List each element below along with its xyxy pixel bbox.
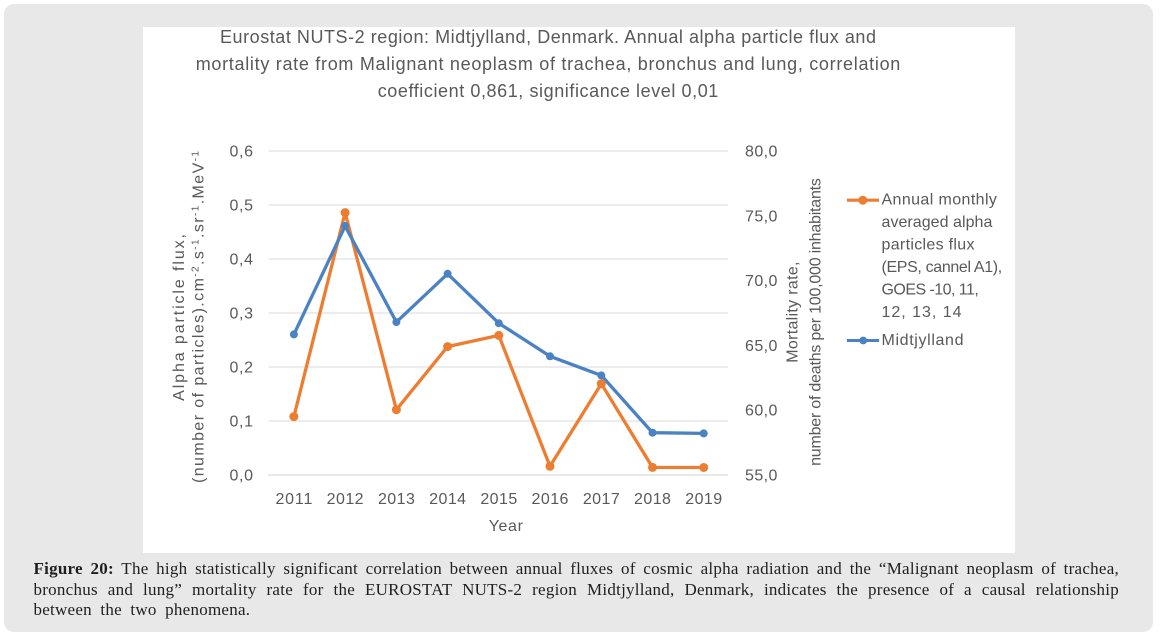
svg-text:12, 13, 14: 12, 13, 14	[882, 304, 962, 321]
svg-text:Annual monthly: Annual monthly	[882, 191, 997, 208]
svg-text:0,0: 0,0	[230, 468, 254, 485]
svg-text:0,5: 0,5	[230, 198, 254, 215]
svg-text:Alpha particle flux,: Alpha particle flux,	[171, 232, 188, 401]
svg-text:0,4: 0,4	[230, 252, 254, 269]
svg-text:2015: 2015	[480, 491, 517, 508]
svg-text:2019: 2019	[685, 491, 722, 508]
svg-text:(number of particles).cm-2.s-1: (number of particles).cm-2.s-1.sr-1.MeV-…	[191, 151, 208, 483]
svg-text:80,0: 80,0	[745, 144, 777, 161]
svg-text:particles flux: particles flux	[882, 236, 975, 253]
svg-text:65,0: 65,0	[745, 338, 777, 355]
svg-text:coefficient 0,861, significanc: coefficient 0,861, significance level 0,…	[378, 81, 719, 101]
svg-text:2014: 2014	[429, 491, 466, 508]
svg-text:2012: 2012	[327, 491, 364, 508]
svg-text:70,0: 70,0	[745, 273, 777, 290]
svg-text:2011: 2011	[275, 491, 312, 508]
svg-text:Mortality rate,: Mortality rate,	[785, 261, 802, 363]
svg-text:Midtjylland: Midtjylland	[882, 332, 964, 349]
svg-text:mortality rate from Malignant: mortality rate from Malignant neoplasm o…	[196, 54, 901, 74]
svg-text:0,3: 0,3	[230, 306, 254, 323]
svg-text:0,1: 0,1	[230, 414, 254, 431]
svg-text:60,0: 60,0	[745, 403, 777, 420]
svg-text:2018: 2018	[634, 491, 671, 508]
svg-text:number of deaths per 100,000 i: number of deaths per 100,000 inhabitants	[808, 178, 825, 466]
svg-text:Eurostat NUTS-2 region: Midtjy: Eurostat NUTS-2 region: Midtjylland, Den…	[220, 27, 876, 47]
svg-text:75,0: 75,0	[745, 208, 777, 225]
svg-text:0,6: 0,6	[230, 144, 254, 161]
svg-text:0,2: 0,2	[230, 360, 254, 377]
svg-text:(EPS, cannel A1),: (EPS, cannel A1),	[882, 259, 1003, 276]
svg-text:Year: Year	[489, 518, 524, 535]
svg-text:2017: 2017	[583, 491, 620, 508]
svg-text:2013: 2013	[378, 491, 415, 508]
svg-text:GOES -10, 11,: GOES -10, 11,	[882, 282, 979, 299]
svg-text:55,0: 55,0	[745, 468, 777, 485]
svg-text:averaged alpha: averaged alpha	[882, 214, 993, 231]
svg-text:2016: 2016	[532, 491, 569, 508]
